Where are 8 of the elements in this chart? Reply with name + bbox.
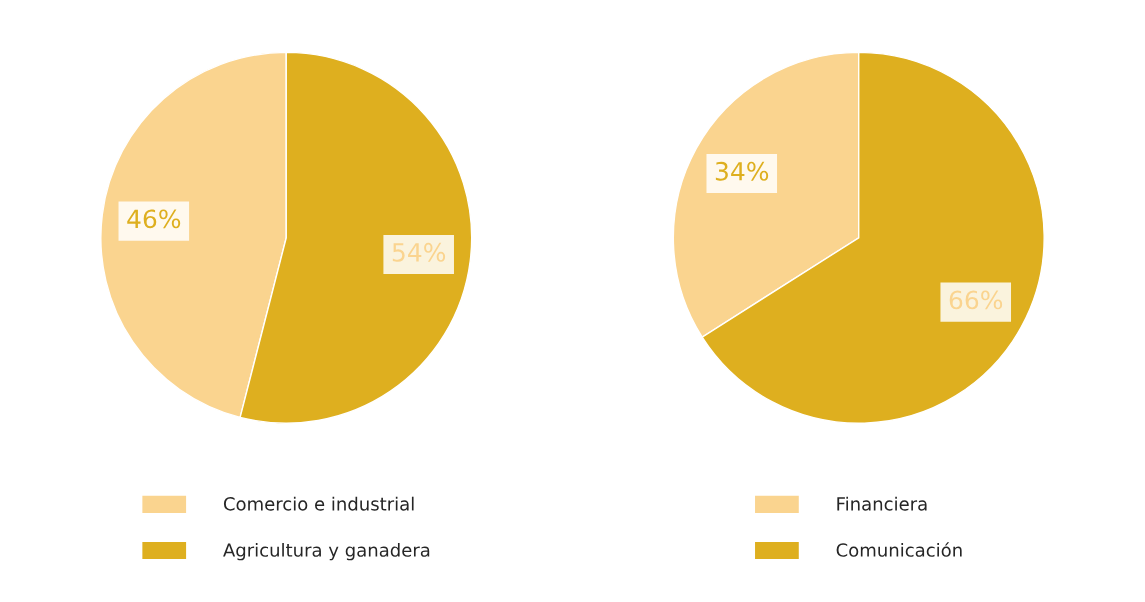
data-label: 34% (715, 161, 769, 181)
data-label: 66% (949, 290, 1003, 310)
legend-label: Comunicación (836, 542, 962, 557)
data-label: 46% (127, 209, 181, 229)
legend-label: Agricultura y ganadera (223, 542, 430, 561)
legend-label: Financiera (837, 496, 927, 511)
legend-label: Comercio e industrial (223, 496, 414, 511)
data-label: 54% (392, 242, 446, 262)
